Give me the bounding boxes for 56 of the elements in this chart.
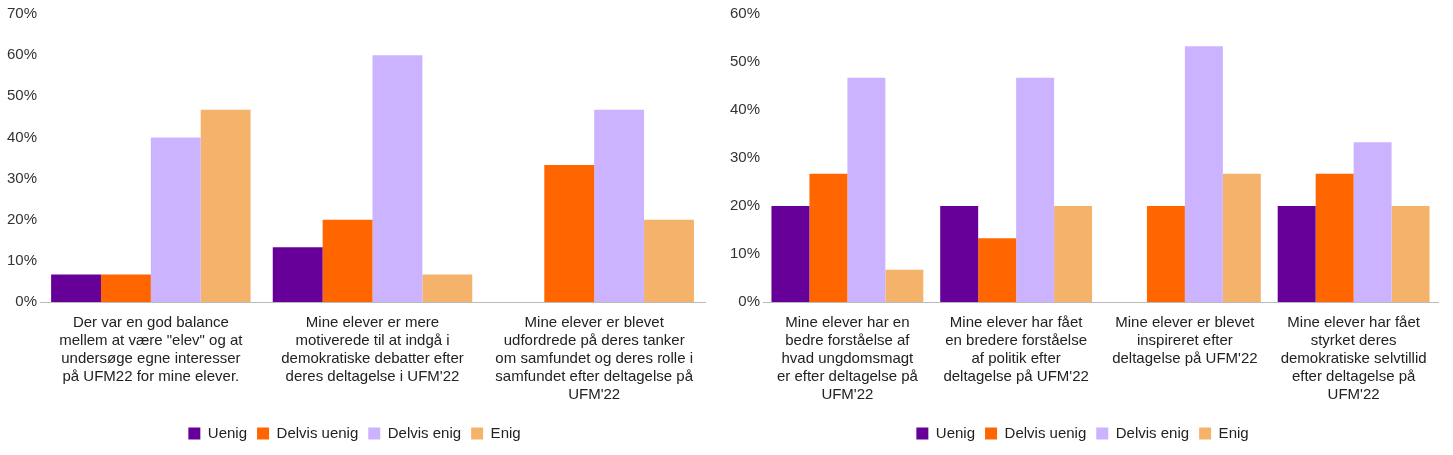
legend-label: Delvis uenig bbox=[1004, 423, 1087, 441]
bar bbox=[51, 274, 101, 302]
legend-label: Enig bbox=[1218, 423, 1249, 441]
bar bbox=[1146, 206, 1185, 302]
y-tick-label: 70% bbox=[6, 4, 38, 22]
y-tick-label: 20% bbox=[6, 209, 38, 227]
bar bbox=[322, 219, 373, 302]
bar bbox=[594, 109, 645, 302]
bar bbox=[1391, 206, 1430, 302]
y-tick-label: 60% bbox=[729, 4, 761, 22]
x-tick-label: Mine elever er blevet udfordrede på deres tanker om samfundet og deres rolle i samfundet efter deltagelse på UFM'22 bbox=[495, 313, 694, 403]
bar bbox=[1222, 173, 1261, 302]
x-tick-label: Mine elever har fået styrket deres demokratiske selvtillid efter deltagelse på UFM'22 bbox=[1280, 313, 1427, 403]
bar bbox=[1184, 46, 1223, 302]
bar bbox=[372, 55, 423, 302]
y-tick-label: 30% bbox=[6, 168, 38, 186]
legend-label: Delvis uenig bbox=[276, 423, 359, 441]
y-tick-label: 0% bbox=[15, 292, 38, 310]
legend-label: Delvis enig bbox=[387, 423, 462, 441]
y-tick-label: 20% bbox=[729, 196, 761, 214]
bar bbox=[150, 137, 201, 302]
y-tick-label: 60% bbox=[6, 45, 38, 63]
x-tick-label: Mine elever har fået en bredere forståelse af politik efter deltagelse på UFM'22 bbox=[943, 313, 1089, 385]
bar bbox=[847, 77, 886, 302]
legend-label: Uenig bbox=[935, 423, 976, 441]
bar bbox=[200, 109, 251, 302]
y-tick-label: 50% bbox=[729, 52, 761, 70]
bar bbox=[809, 173, 848, 302]
bar bbox=[771, 206, 810, 302]
bar bbox=[544, 164, 595, 302]
x-tick-label: Mine elever er mere motiverede til at indgå i demokratiske debatter efter deres deltagelse i UFM'22 bbox=[281, 313, 464, 385]
bar bbox=[940, 206, 979, 302]
legend-label: Enig bbox=[490, 423, 521, 441]
bar bbox=[644, 219, 694, 302]
bar bbox=[100, 274, 151, 302]
y-tick-label: 10% bbox=[6, 251, 38, 268]
bar bbox=[1315, 173, 1354, 302]
bar bbox=[1054, 206, 1093, 302]
y-tick-label: 30% bbox=[729, 148, 761, 166]
y-tick-label: 40% bbox=[6, 127, 38, 145]
bar bbox=[1353, 142, 1392, 302]
x-tick-label: Mine elever er blevet inspireret efter deltagelse på UFM'22 bbox=[1112, 313, 1258, 367]
x-tick-label: Mine elever har en bedre forståelse af hvad ungdomsmagt er efter deltagelse på UFM'22 bbox=[776, 313, 919, 403]
bar bbox=[885, 269, 924, 302]
bar bbox=[272, 247, 323, 302]
bar bbox=[1016, 77, 1055, 302]
y-tick-label: 40% bbox=[729, 100, 761, 118]
legend-label: Uenig bbox=[207, 423, 248, 441]
y-tick-label: 50% bbox=[6, 86, 38, 104]
x-tick-label: Der var en god balance mellem at være "elev" og at undersøge egne interesser på UFM22 for mine elever. bbox=[59, 313, 244, 385]
bar bbox=[422, 274, 473, 302]
y-tick-label: 10% bbox=[729, 244, 761, 262]
bar bbox=[1277, 206, 1316, 302]
bar bbox=[978, 238, 1017, 302]
y-tick-label: 0% bbox=[738, 292, 761, 310]
legend-label: Delvis enig bbox=[1115, 423, 1190, 441]
